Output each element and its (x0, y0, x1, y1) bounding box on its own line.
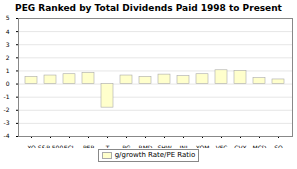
svg-text:ECL: ECL (64, 144, 76, 148)
svg-text:-4: -4 (4, 132, 10, 139)
svg-text:4: 4 (6, 28, 10, 35)
svg-text:PG: PG (122, 144, 131, 148)
svg-text:SHW: SHW (157, 144, 171, 148)
svg-text:-1: -1 (4, 93, 10, 100)
svg-text:1: 1 (6, 67, 10, 74)
svg-text:VFC: VFC (216, 144, 228, 148)
html-text:PEG Ranked by Total Dividends: PEG Ranked by Total Dividends Paid 1998 … (15, 3, 282, 13)
svg-text:5: 5 (6, 14, 10, 21)
svg-text:CVX: CVX (234, 144, 246, 148)
svg-text:2: 2 (6, 54, 10, 61)
html-text:g/growth Rate/PE Ratio: g/growth Rate/PE Ratio (114, 151, 196, 159)
svg-text:3: 3 (6, 41, 10, 48)
svg-text:-3: -3 (4, 119, 10, 126)
svg-text:XO: XO (27, 144, 36, 148)
svg-text:JNJ: JNJ (178, 144, 187, 148)
svg-text:SO: SO (274, 144, 283, 148)
svg-text:T: T (105, 144, 110, 148)
svg-text:RMD: RMD (139, 144, 153, 148)
svg-text:XOM: XOM (196, 144, 210, 148)
svg-text:0: 0 (6, 80, 10, 87)
svg-text:PEP: PEP (83, 144, 94, 148)
svg-text:-2: -2 (4, 106, 10, 113)
svg-text:S&P 500: S&P 500 (38, 144, 64, 148)
svg-text:MCD: MCD (253, 144, 267, 148)
